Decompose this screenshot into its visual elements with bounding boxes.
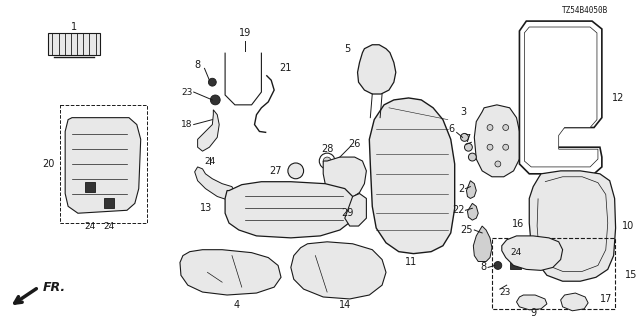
Text: 5: 5: [344, 44, 351, 54]
Text: 4: 4: [234, 300, 240, 310]
Bar: [104, 198, 114, 208]
Polygon shape: [524, 27, 598, 167]
Text: 16: 16: [511, 219, 524, 229]
Text: 19: 19: [239, 28, 251, 38]
Polygon shape: [502, 236, 563, 270]
Text: 24: 24: [510, 248, 521, 257]
Text: 26: 26: [348, 139, 361, 149]
Circle shape: [461, 133, 468, 141]
Polygon shape: [474, 105, 520, 177]
Text: 12: 12: [612, 93, 624, 103]
Circle shape: [465, 143, 472, 151]
Text: 24: 24: [205, 156, 216, 165]
Circle shape: [503, 144, 509, 150]
Text: 25: 25: [460, 225, 472, 235]
Polygon shape: [561, 293, 588, 311]
Polygon shape: [369, 98, 454, 254]
Text: 7: 7: [464, 134, 470, 144]
Circle shape: [468, 153, 476, 161]
Bar: [492, 238, 614, 309]
Circle shape: [211, 95, 220, 105]
Polygon shape: [467, 181, 476, 198]
Text: 22: 22: [452, 205, 465, 215]
Bar: [84, 182, 95, 192]
Polygon shape: [195, 167, 235, 200]
Polygon shape: [345, 194, 366, 226]
Text: 8: 8: [480, 262, 486, 272]
Text: 15: 15: [625, 270, 638, 280]
Polygon shape: [358, 45, 396, 94]
Polygon shape: [516, 295, 547, 310]
Text: 21: 21: [279, 63, 291, 73]
Polygon shape: [323, 157, 366, 198]
Polygon shape: [520, 21, 602, 174]
Polygon shape: [291, 242, 386, 299]
Text: 3: 3: [460, 107, 467, 117]
Circle shape: [323, 157, 331, 165]
Polygon shape: [467, 204, 478, 220]
Circle shape: [503, 124, 509, 131]
Text: FR.: FR.: [43, 281, 66, 294]
Text: 24: 24: [104, 221, 115, 230]
Text: 24: 24: [84, 221, 95, 230]
Polygon shape: [474, 226, 492, 261]
Text: 8: 8: [195, 60, 201, 70]
Text: 1: 1: [71, 22, 77, 32]
Polygon shape: [65, 118, 141, 213]
Text: 11: 11: [405, 258, 418, 268]
Polygon shape: [225, 182, 356, 238]
Text: TZ54B4050B: TZ54B4050B: [563, 6, 609, 15]
Text: 28: 28: [321, 144, 333, 154]
Polygon shape: [198, 110, 220, 151]
Text: 27: 27: [269, 166, 282, 176]
Circle shape: [487, 144, 493, 150]
Text: 9: 9: [530, 308, 536, 318]
Circle shape: [319, 153, 335, 169]
Text: 18: 18: [181, 120, 193, 129]
Text: 23: 23: [500, 288, 511, 297]
Text: 23: 23: [181, 88, 193, 97]
Polygon shape: [529, 171, 616, 281]
Bar: [49, 33, 99, 55]
Circle shape: [495, 161, 501, 167]
Text: 10: 10: [621, 221, 634, 231]
Circle shape: [288, 163, 303, 179]
Text: 13: 13: [200, 203, 212, 213]
Text: 17: 17: [600, 294, 612, 304]
Polygon shape: [180, 250, 281, 295]
Text: 14: 14: [339, 300, 351, 310]
Circle shape: [494, 261, 502, 269]
Circle shape: [209, 78, 216, 86]
Text: 6: 6: [449, 124, 454, 134]
Text: 2: 2: [458, 184, 465, 194]
Bar: [509, 258, 522, 269]
Bar: [60, 105, 147, 223]
Text: 20: 20: [42, 159, 54, 169]
Text: 29: 29: [342, 208, 354, 218]
Circle shape: [487, 124, 493, 131]
